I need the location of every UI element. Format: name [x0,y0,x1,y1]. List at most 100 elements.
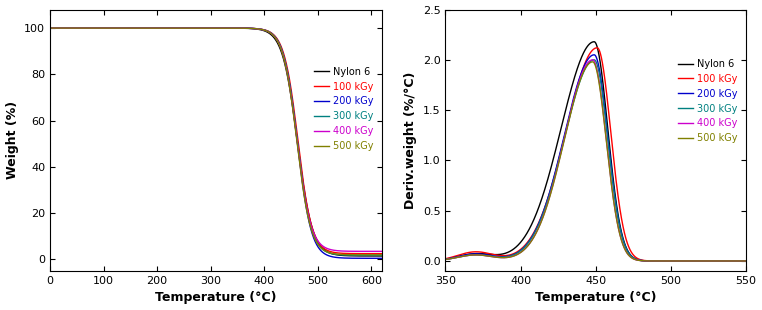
200 kGy [207,26,216,30]
300 kGy [441,258,450,261]
300 kGy [590,58,599,62]
Nylon 6 [741,259,751,263]
400 kGy [368,250,377,253]
100 kGy [677,259,687,263]
100 kGy [593,46,602,50]
Legend: Nylon 6, 100 kGy, 200 kGy, 300 kGy, 400 kGy, 500 kGy: Nylon 6, 100 kGy, 200 kGy, 300 kGy, 400 … [674,55,741,147]
500 kGy [732,259,741,263]
Line: 200 kGy: 200 kGy [50,28,382,258]
Line: Nylon 6: Nylon 6 [446,42,746,261]
Y-axis label: Deriv.weight (%/°C): Deriv.weight (%/°C) [405,72,418,209]
400 kGy [456,255,466,259]
400 kGy [198,26,207,30]
Nylon 6 [368,254,377,258]
Line: 100 kGy: 100 kGy [446,48,746,261]
100 kGy [456,253,466,256]
Nylon 6 [441,257,450,261]
400 kGy [441,258,450,261]
Line: 300 kGy: 300 kGy [50,28,382,255]
Nylon 6 [579,51,588,55]
Y-axis label: Weight (%): Weight (%) [5,101,18,179]
500 kGy [207,26,216,30]
200 kGy [46,26,55,30]
Line: 300 kGy: 300 kGy [446,60,746,261]
100 kGy [368,252,377,255]
100 kGy [441,257,450,261]
400 kGy [207,26,216,30]
500 kGy [46,26,55,30]
200 kGy [587,54,596,57]
200 kGy [368,256,377,260]
400 kGy [741,259,751,263]
100 kGy [587,49,596,53]
Line: 400 kGy: 400 kGy [50,28,382,251]
Line: 100 kGy: 100 kGy [50,28,382,254]
X-axis label: Temperature (°C): Temperature (°C) [535,291,656,304]
Nylon 6 [377,254,386,258]
Nylon 6 [590,40,599,44]
500 kGy [579,70,588,73]
500 kGy [677,259,687,263]
300 kGy [741,259,751,263]
Nylon 6 [46,26,55,30]
200 kGy [456,254,466,258]
Nylon 6 [198,26,207,30]
300 kGy [456,255,466,259]
300 kGy [368,254,377,257]
300 kGy [207,26,216,30]
300 kGy [579,70,588,74]
400 kGy [587,58,596,62]
500 kGy [62,26,72,30]
200 kGy [579,65,588,69]
200 kGy [368,256,377,260]
100 kGy [368,252,377,255]
100 kGy [307,224,316,227]
300 kGy [377,254,386,257]
200 kGy [62,26,72,30]
500 kGy [368,253,377,257]
500 kGy [588,60,597,64]
Line: Nylon 6: Nylon 6 [50,28,382,256]
300 kGy [732,259,741,263]
200 kGy [733,259,742,263]
Nylon 6 [207,26,216,30]
500 kGy [307,228,316,232]
Nylon 6 [456,254,466,258]
400 kGy [62,26,72,30]
500 kGy [741,259,751,263]
Line: 200 kGy: 200 kGy [446,55,746,261]
400 kGy [377,250,386,253]
300 kGy [368,254,377,257]
200 kGy [441,257,450,261]
200 kGy [677,259,687,263]
200 kGy [590,53,599,57]
Legend: Nylon 6, 100 kGy, 200 kGy, 300 kGy, 400 kGy, 500 kGy: Nylon 6, 100 kGy, 200 kGy, 300 kGy, 400 … [310,63,377,155]
Nylon 6 [677,259,687,263]
100 kGy [207,26,216,30]
500 kGy [368,253,377,257]
400 kGy [307,225,316,229]
100 kGy [732,259,741,263]
400 kGy [588,58,597,62]
300 kGy [62,26,72,30]
Nylon 6 [732,259,741,263]
300 kGy [46,26,55,30]
300 kGy [677,259,687,263]
Nylon 6 [587,41,596,44]
300 kGy [733,259,742,263]
400 kGy [733,259,742,263]
500 kGy [377,253,386,257]
Nylon 6 [307,224,316,228]
Nylon 6 [368,254,377,258]
Nylon 6 [733,259,742,263]
100 kGy [198,26,207,30]
200 kGy [732,259,741,263]
300 kGy [587,59,596,63]
200 kGy [377,256,386,260]
Line: 500 kGy: 500 kGy [50,28,382,255]
500 kGy [587,60,596,64]
400 kGy [579,68,588,72]
100 kGy [62,26,72,30]
Line: 500 kGy: 500 kGy [446,62,746,261]
200 kGy [741,259,751,263]
